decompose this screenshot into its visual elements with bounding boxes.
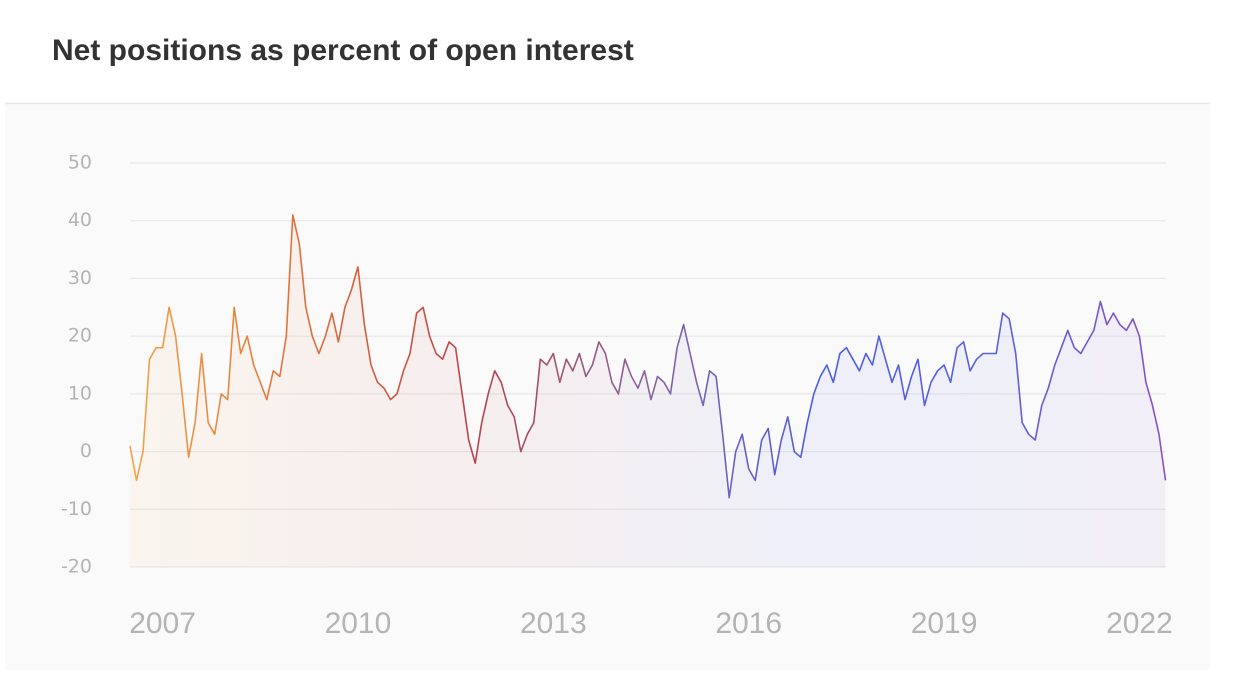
y-tick-label: 30: [68, 267, 92, 289]
x-tick-label: 2010: [325, 607, 392, 640]
x-tick-label: 2016: [715, 607, 782, 640]
y-tick-label: 50: [68, 152, 92, 174]
y-tick-label: 40: [68, 209, 92, 231]
y-tick-label: -20: [61, 556, 92, 578]
line: [129, 214, 1167, 499]
x-tick-label: 2007: [129, 607, 196, 640]
x-tick-label: 2022: [1106, 607, 1173, 640]
y-tick-label: 0: [80, 440, 92, 462]
x-tick-label: 2019: [911, 607, 978, 640]
y-tick-label: 20: [68, 325, 92, 347]
y-tick-label: -10: [61, 498, 92, 520]
chart-title: Net positions as percent of open interes…: [52, 34, 634, 67]
x-tick-label: 2013: [520, 607, 587, 640]
y-tick-label: 10: [68, 382, 92, 404]
area: [130, 214, 1166, 567]
